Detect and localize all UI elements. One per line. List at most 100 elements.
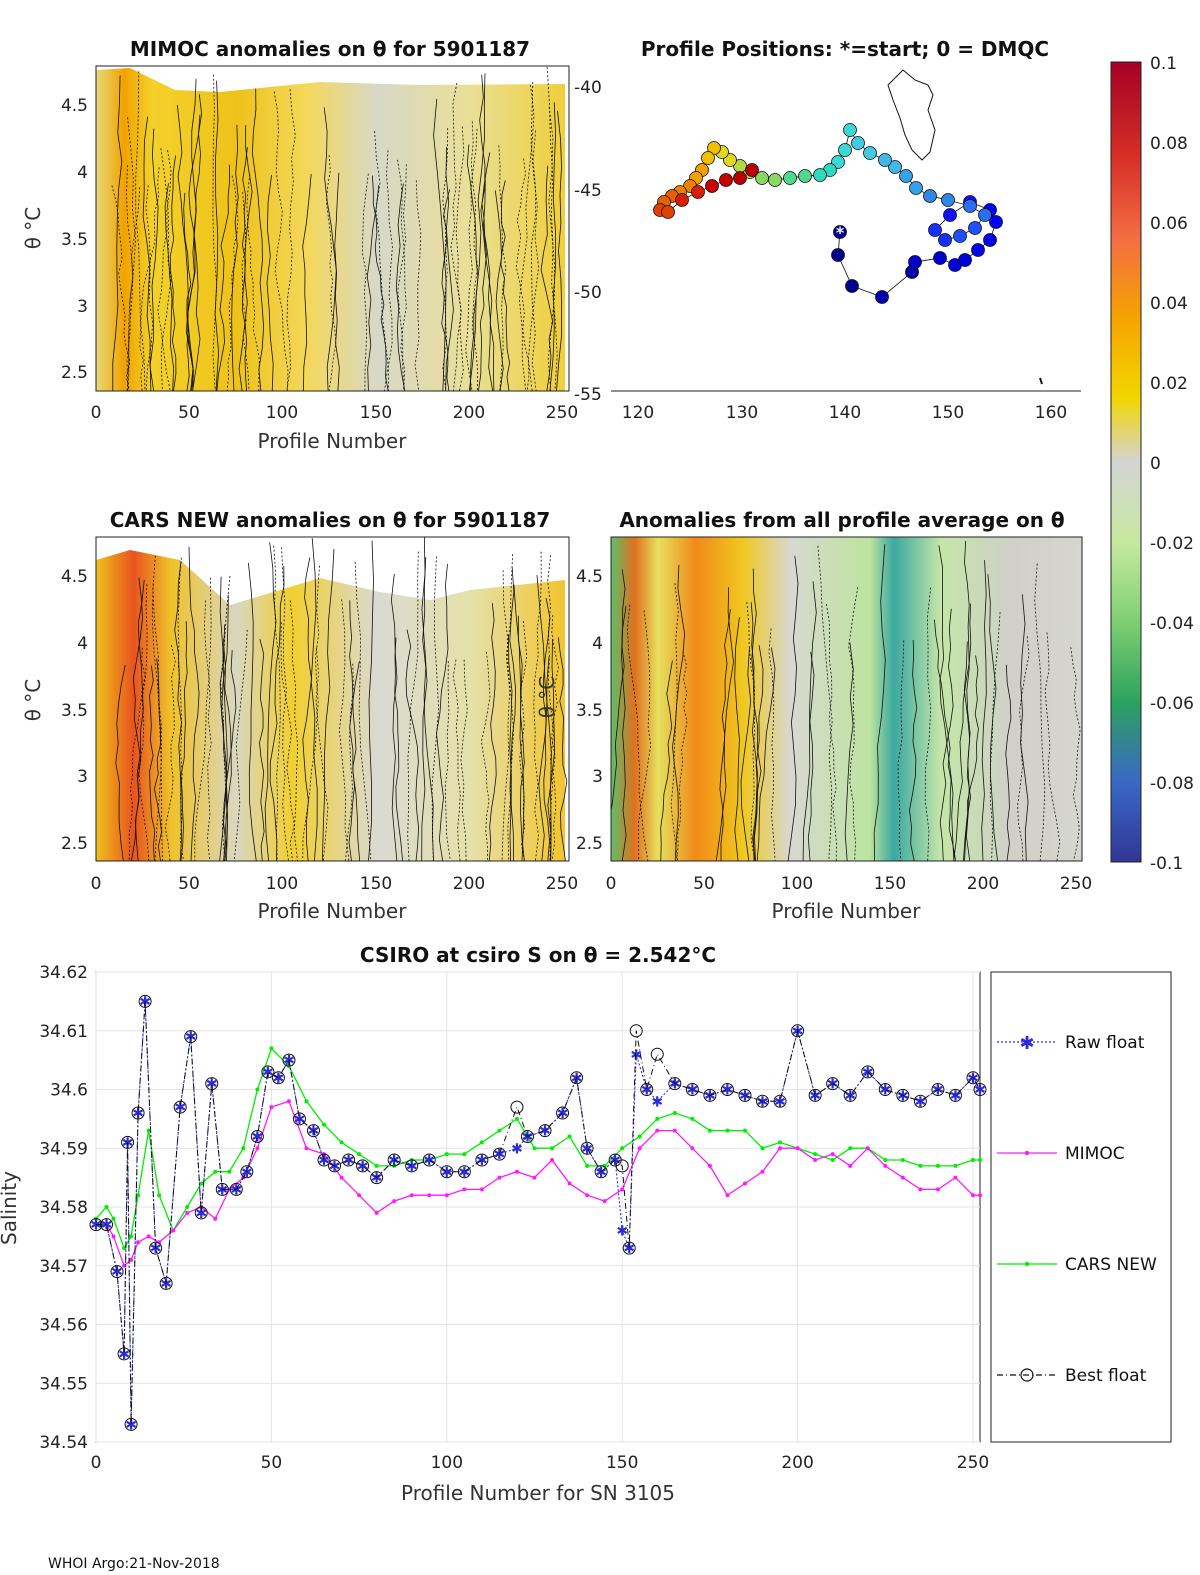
best-float-point [149,1241,163,1255]
contour-line [433,98,447,391]
allavg-panel: Anomalies from all profile average on θ … [535,508,1092,923]
best-float-point [720,1083,734,1096]
best-float-point [328,1159,342,1173]
salinity-series: ✱✱✱✱✱✱✱✱✱✱✱✱✱✱✱ ✱✱✱✱✱✱✱✱✱✱ ✱ ✱✱✱ ✱ ✱✱ ✱✱ ✱ ✱✱ ✱✱✱… [89,994,987,1433]
best-float-point [271,1071,285,1085]
contour-line [547,106,555,391]
raw-float-point: ✱ [704,1088,716,1104]
contour-line [374,130,389,391]
contour-line [873,544,886,861]
footer-text: WHOI Argo:21-Nov-2018 [48,1556,220,1572]
mimoc-point [339,1175,344,1180]
positions-ytick: -45 [574,181,602,201]
profile-position [851,136,865,150]
raw-float-point: ✱ [111,1265,123,1281]
colorbar-tick: -0.08 [1150,774,1194,794]
mimoc-point [918,1187,923,1192]
cars-new-point [725,1128,730,1133]
cars-new-point [935,1163,940,1168]
cars-new-point [707,1128,712,1133]
contour-line [909,639,918,861]
mimoc-point [637,1146,642,1151]
best-float-point [121,1135,135,1149]
allavg-xtick: 0 [606,874,617,894]
salinity-ytick: 34.59 [39,1139,88,1159]
raw-float-point: ✱ [722,1083,734,1099]
mimoc-ytick: 4.5 [61,96,88,116]
mimoc-point [392,1199,397,1204]
raw-float-point: ✱ [557,1106,569,1122]
contour-line [145,185,154,391]
profile-position [707,141,721,155]
cars-new-point [479,1140,484,1145]
cars-new-point [585,1163,590,1168]
profile-position [755,171,769,185]
cars-new-point [269,1046,274,1051]
profile-position [831,248,845,262]
profile-position [701,151,715,165]
contour-line [1070,647,1081,861]
salinity-legend: ✱ Raw float MIMOC CARS NEW Best float [990,971,1172,1443]
contour-line [431,556,440,861]
mimoc-point [146,1234,151,1239]
cars-xtick: 150 [360,874,392,894]
profile-position [971,243,985,257]
best-float-point [89,1218,103,1232]
cars-ytick: 4 [77,634,88,654]
salinity-chart: CSIRO at csiro S on θ = 2.542°C 34.6234.… [0,943,989,1505]
legend-best-marker-icon [1020,1368,1034,1382]
best-float-point [703,1088,717,1102]
best-float-point [405,1159,419,1173]
mimoc-point [742,1181,747,1186]
contour-line [470,121,479,391]
cars-new-point [339,1140,344,1145]
contour-line [349,660,361,861]
cars-new-point [690,1116,695,1121]
legend-box [990,971,1172,1443]
best-float-point [292,1112,306,1126]
contour-line [188,546,200,861]
contour-line [361,173,369,391]
colorbar-tick: 0 [1150,454,1161,474]
positions-panel: Profile Positions: *=start; 0 = DMQC * 1… [568,37,1081,423]
mimoc-point [111,1234,116,1239]
best-float-point [913,1094,927,1108]
positions-xtick: 160 [1035,403,1067,423]
contour-line [715,587,734,861]
positions-x-ticks: 120 130 140 150 160 [622,403,1067,423]
best-float-point [370,1171,384,1185]
contour-line [556,110,562,391]
raw-float-point: ✱ [343,1153,355,1169]
mimoc-point [620,1187,625,1192]
raw-float-point: ✱ [757,1094,769,1110]
colorbar-tick: 0.06 [1150,214,1188,234]
mimoc-point [865,1146,870,1151]
cars-title: CARS NEW anomalies on θ for 5901187 [110,508,551,532]
raw-float-point: ✱ [967,1071,979,1087]
profile-position [675,193,689,207]
allavg-xtick: 150 [874,874,906,894]
allavg-contours [611,540,1081,861]
profile-position [908,255,922,269]
mimoc-point [690,1146,695,1151]
contour-line [479,74,495,391]
mimoc-point [900,1175,905,1180]
best-float-point [261,1065,275,1079]
mimoc-xtick: 0 [91,403,102,423]
best-float-point [215,1182,229,1196]
mimoc-point [830,1152,835,1157]
contour-line [807,651,815,861]
contour-line [223,650,237,861]
cars-new-point [514,1116,519,1121]
best-float-point [492,1147,506,1161]
salinity-title: CSIRO at csiro S on θ = 2.542°C [360,943,716,967]
mimoc-point [760,1169,765,1174]
contour-line [212,74,218,391]
allavg-xtick: 50 [693,874,715,894]
cars-new-point [111,1216,116,1221]
contour-line [128,647,146,861]
cars-xlabel: Profile Number [258,899,408,923]
mimoc-point [269,1105,274,1110]
best-float-point [387,1153,401,1167]
contour-line [939,608,954,861]
